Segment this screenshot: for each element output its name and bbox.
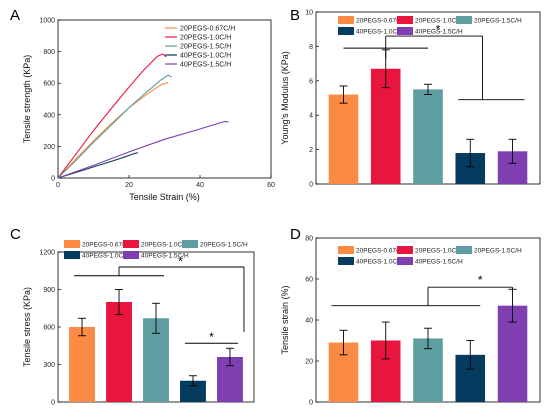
undefined-legend-swatch — [338, 27, 354, 35]
undefined-legend-swatch — [397, 27, 413, 35]
undefined-y-axis-label: Young's Modulus (KPa) — [280, 51, 290, 144]
undefined-y-axis-label: Tensile stress (KPa) — [22, 287, 32, 367]
panel-a-x-tick-label: 0 — [56, 182, 60, 189]
undefined-legend-label: 40PEGS-1.5C/H — [415, 29, 463, 36]
panel-a-legend-label: 40PEGS-1.0C/H — [180, 53, 231, 60]
undefined-legend-swatch — [456, 16, 472, 24]
panel-a-legend-label: 20PEGS-0.67C/H — [180, 26, 235, 33]
undefined-legend-label: 20PEGS-1.5C/H — [474, 248, 522, 255]
panel-a-series-line — [57, 53, 167, 179]
undefined-y-tick-label: 0 — [51, 400, 55, 407]
undefined-legend-swatch — [397, 257, 413, 265]
panel-c-significance-star: * — [178, 254, 183, 268]
undefined-y-tick-label: 1200 — [39, 250, 55, 257]
undefined-y-tick-label: 60 — [305, 277, 313, 284]
undefined-legend-swatch — [123, 251, 139, 259]
undefined-panel-letter: B — [290, 7, 300, 24]
undefined-legend-swatch — [338, 257, 354, 265]
panel-a-y-tick-label: 0 — [51, 176, 55, 183]
undefined-legend-swatch — [64, 251, 80, 259]
undefined-legend-swatch — [123, 240, 139, 248]
undefined-y-axis-label: Tensile strain (%) — [280, 285, 290, 354]
panel-a-x-tick-label: 40 — [196, 182, 204, 189]
undefined-legend-label: 20PEGS-1.0C/H — [415, 248, 463, 255]
undefined-legend-swatch — [182, 240, 198, 248]
undefined-panel-letter: D — [290, 226, 301, 243]
panel-a-y-tick-label: 1000 — [39, 18, 55, 25]
undefined-panel-letter: C — [10, 226, 21, 243]
panel-a-panel-letter: A — [10, 7, 20, 24]
panel-a-legend-label: 20PEGS-1.5C/H — [180, 44, 231, 51]
panel-a-legend-label: 40PEGS-1.5C/H — [180, 62, 231, 69]
panel-a-x-axis-label: Tensile Strain (%) — [129, 192, 200, 202]
panel-a-y-tick-label: 400 — [43, 112, 55, 119]
panel-a-x-tick-label: 20 — [125, 182, 133, 189]
undefined-y-tick-label: 6 — [309, 78, 313, 85]
panel-a-series-line — [57, 74, 172, 179]
panel-a-series-line — [57, 152, 139, 179]
undefined-legend-label: 40PEGS-1.0C/H — [356, 259, 404, 266]
undefined-bar — [328, 94, 359, 184]
panel-a-y-tick-label: 200 — [43, 144, 55, 151]
panel-a-x-tick-label: 60 — [267, 182, 275, 189]
panel-a-series-line — [57, 120, 229, 179]
undefined-legend-swatch — [338, 246, 354, 254]
panel-c-significance-star: * — [209, 330, 214, 344]
undefined-legend-swatch — [456, 246, 472, 254]
undefined-y-tick-label: 8 — [309, 44, 313, 51]
panel-a-plot-frame — [57, 19, 272, 179]
panel-a-y-tick-label: 600 — [43, 81, 55, 88]
panel-c-bar-chart: C 0 300 600 900 1200 Tensile stress (KPa) 20PEG… — [10, 226, 255, 407]
panel-a-y-axis-label: Tensile strength (KPa) — [22, 55, 32, 144]
undefined-y-tick-label: 40 — [305, 318, 313, 325]
panel-d-significance-star: * — [478, 273, 483, 287]
undefined-y-tick-label: 10 — [305, 10, 313, 17]
undefined-legend-label: 20PEGS-1.5C/H — [474, 18, 522, 25]
undefined-y-tick-label: 900 — [43, 287, 55, 294]
panel-b-bar-chart: B 0 2 4 6 8 10 Young's Modulus (KPa) 20PEGS-0.67… — [280, 7, 541, 189]
undefined-legend-label: 20PEGS-0.67C/H — [82, 242, 134, 249]
undefined-legend-label: 40PEGS-1.5C/H — [415, 259, 463, 266]
undefined-legend-label: 40PEGS-1.5C/H — [141, 253, 189, 260]
panel-a-legend-label: 20PEGS-1.0C/H — [180, 35, 231, 42]
undefined-y-tick-label: 300 — [43, 362, 55, 369]
undefined-legend-label: 40PEGS-1.0C/H — [82, 253, 130, 260]
undefined-y-tick-label: 20 — [305, 359, 313, 366]
undefined-legend-label: 20PEGS-0.67C/H — [356, 18, 408, 25]
undefined-y-tick-label: 4 — [309, 113, 313, 120]
undefined-legend-label: 20PEGS-1.0C/H — [415, 18, 463, 25]
undefined-legend-swatch — [397, 246, 413, 254]
undefined-y-tick-label: 2 — [309, 147, 313, 154]
panel-a-y-tick-label: 800 — [43, 49, 55, 56]
panel-b-significance-star: * — [436, 22, 441, 36]
undefined-legend-swatch — [397, 16, 413, 24]
undefined-legend-label: 20PEGS-1.5C/H — [200, 242, 248, 249]
panel-a-series-line — [57, 81, 169, 179]
undefined-bar — [180, 380, 206, 402]
undefined-legend-swatch — [338, 16, 354, 24]
undefined-legend-label: 40PEGS-1.0C/H — [356, 29, 404, 36]
undefined-bar — [69, 327, 95, 402]
undefined-bar — [413, 89, 443, 184]
undefined-legend-label: 20PEGS-0.67C/H — [356, 248, 408, 255]
undefined-legend-swatch — [64, 240, 80, 248]
undefined-y-tick-label: 0 — [309, 182, 313, 189]
undefined-y-tick-label: 0 — [309, 400, 313, 407]
panel-d-bar-chart: D 0 20 40 60 80 Tensile strain (%) 20PEGS-0.67C… — [280, 226, 541, 407]
undefined-y-tick-label: 80 — [305, 236, 313, 243]
undefined-bar — [106, 302, 132, 402]
undefined-legend-label: 20PEGS-1.0C/H — [141, 242, 189, 249]
undefined-y-tick-label: 600 — [43, 325, 55, 332]
panel-a-line-chart: A 0 200 400 600 800 1000 0 20 40 60 Tensile Strain … — [10, 7, 275, 202]
